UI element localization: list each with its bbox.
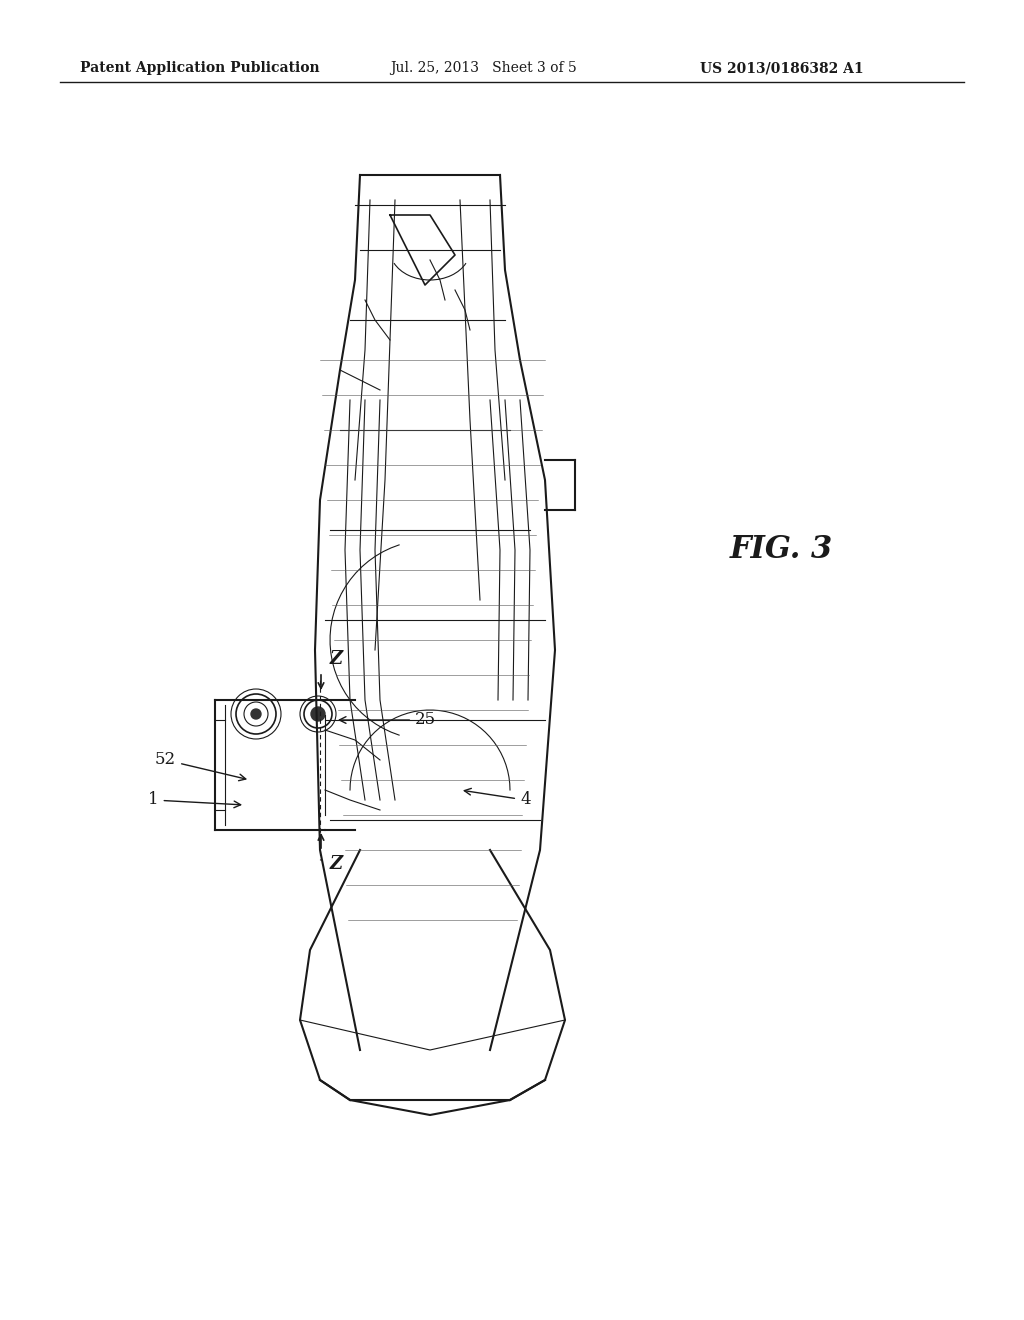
Circle shape	[251, 709, 261, 719]
Text: 4: 4	[464, 788, 530, 808]
Text: Jul. 25, 2013   Sheet 3 of 5: Jul. 25, 2013 Sheet 3 of 5	[390, 61, 577, 75]
Circle shape	[311, 708, 325, 721]
Text: 1: 1	[148, 792, 241, 808]
Text: 25: 25	[339, 711, 436, 729]
Text: US 2013/0186382 A1: US 2013/0186382 A1	[700, 61, 863, 75]
Text: Patent Application Publication: Patent Application Publication	[80, 61, 319, 75]
Text: FIG. 3: FIG. 3	[730, 535, 834, 565]
Text: Z: Z	[330, 649, 343, 668]
Text: 52: 52	[155, 751, 246, 780]
Text: Z: Z	[330, 855, 343, 873]
